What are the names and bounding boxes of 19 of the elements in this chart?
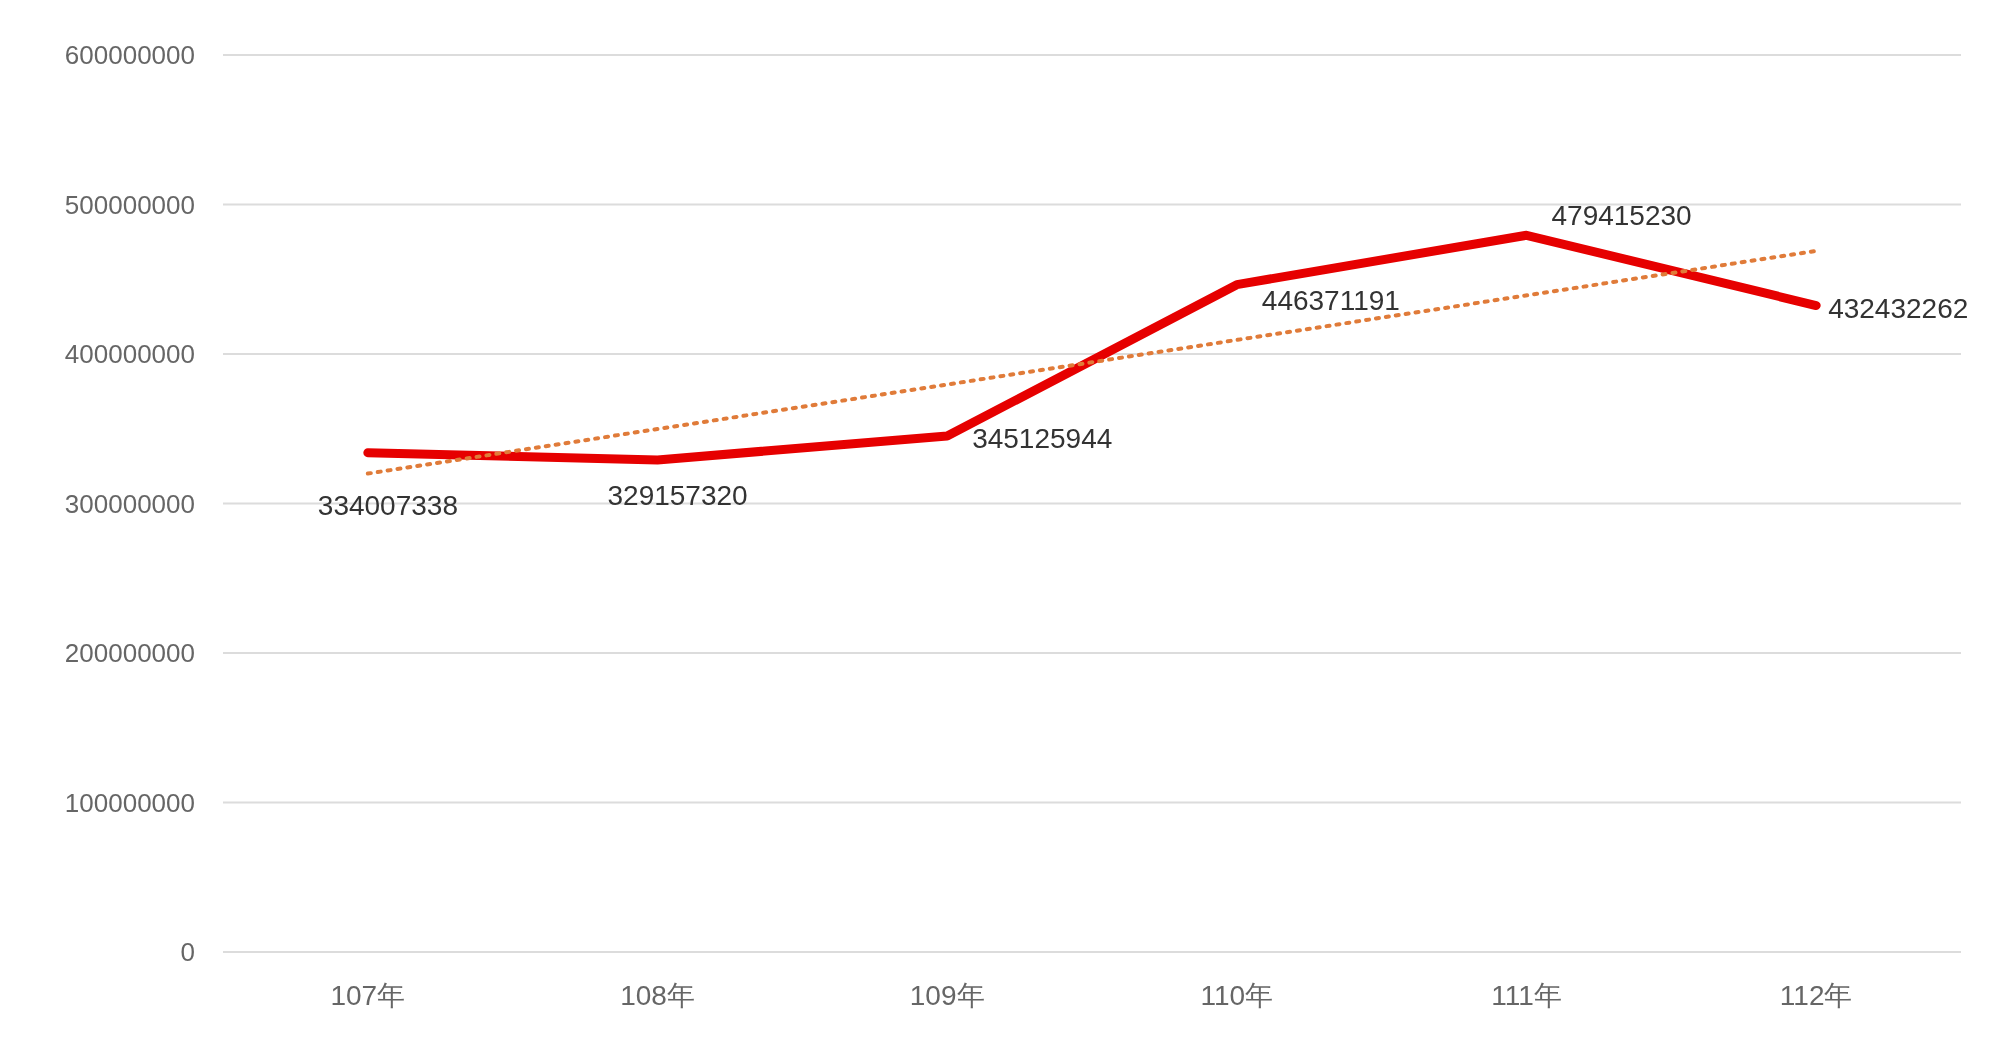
data-label: 479415230 <box>1551 200 1692 232</box>
data-label: 334007338 <box>317 489 458 521</box>
x-tick-label: 109年 <box>909 980 985 1011</box>
x-tick-label: 111年 <box>1491 980 1562 1011</box>
x-tick-label: 112年 <box>1779 980 1853 1011</box>
x-tick-label: 110年 <box>1200 980 1274 1011</box>
y-tick-label: 500000000 <box>64 189 195 220</box>
data-label: 345125944 <box>972 423 1113 455</box>
y-tick-label: 400000000 <box>64 339 195 369</box>
x-tick-label: 108年 <box>620 980 695 1011</box>
y-tick-label: 100000000 <box>64 787 195 818</box>
y-tick-label: 0 <box>180 937 195 967</box>
y-tick-label: 600000000 <box>64 40 195 70</box>
y-tick-label: 300000000 <box>64 488 195 519</box>
x-tick-label: 107年 <box>330 980 406 1011</box>
data-label: 446371191 <box>1261 284 1400 316</box>
data-label: 432432262 <box>1828 292 1969 324</box>
data-label: 329157320 <box>607 479 748 511</box>
y-tick-label: 200000000 <box>64 638 195 668</box>
